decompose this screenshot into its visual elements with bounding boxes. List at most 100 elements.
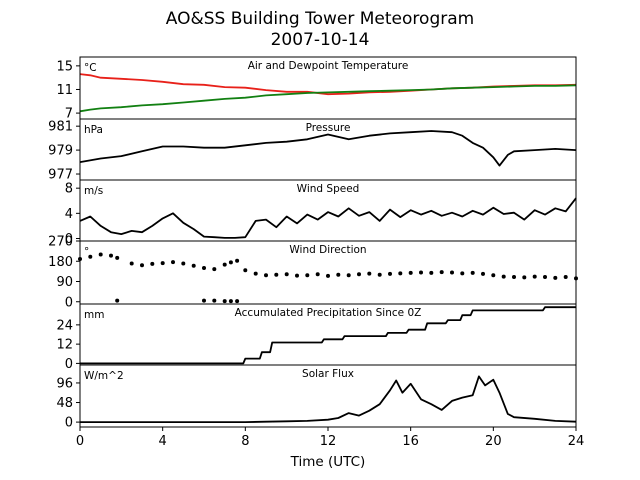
y-tick-label: 96 [56, 376, 73, 391]
y-tick-label: 48 [56, 396, 73, 411]
wind-direction-point [512, 275, 516, 279]
panel-unit-label: W/m^2 [84, 370, 124, 382]
wind-direction-point [305, 273, 310, 278]
wind-direction-point [470, 270, 475, 275]
wind-direction-point [419, 270, 423, 275]
wind-direction-point [129, 261, 134, 266]
panel-unit-label: m/s [84, 185, 103, 197]
series-line-1 [79, 73, 577, 96]
wind-direction-point [140, 263, 144, 268]
wind-direction-point [346, 273, 351, 278]
wind-direction-point [388, 271, 392, 276]
wind-direction-point [481, 271, 485, 276]
wind-direction-point [543, 275, 547, 279]
x-tick-label: 16 [402, 434, 419, 449]
wind-direction-point [460, 271, 465, 276]
wind-direction-point [429, 270, 434, 275]
y-tick-label: 90 [56, 275, 73, 290]
x-tick-label: 8 [241, 434, 249, 449]
x-tick-label: 12 [320, 434, 337, 449]
series-line-1 [80, 306, 576, 365]
x-tick-label: 24 [568, 434, 585, 449]
wind-direction-point [160, 261, 165, 266]
wind-direction-point [377, 272, 382, 277]
x-tick-label: 20 [485, 434, 502, 449]
wind-direction-point [532, 274, 537, 279]
y-tick-label: 12 [56, 338, 73, 353]
wind-direction-point [553, 275, 558, 280]
wind-direction-point [315, 272, 320, 277]
wind-direction-point [274, 272, 279, 277]
wind-direction-point [491, 273, 496, 278]
wind-direction-point [357, 272, 361, 277]
wind-direction-point [408, 270, 413, 275]
wind-direction-point [88, 254, 93, 259]
panel-2: 977 979 981 hPa Pressure [48, 118, 577, 183]
y-tick-label: 0 [65, 232, 73, 247]
y-tick-label: 981 [48, 120, 73, 135]
wind-direction-point [150, 261, 155, 266]
y-tick-label: 8 [65, 182, 73, 197]
wind-direction-point [222, 299, 227, 304]
panel-3: 0 4 8 m/s Wind Speed [65, 179, 577, 247]
wind-direction-point [326, 273, 330, 278]
y-tick-label: 270 [48, 235, 73, 250]
x-axis-label: Time (UTC) [290, 454, 366, 470]
wind-direction-point [228, 299, 233, 304]
panel-title: Air and Dewpoint Temperature [248, 60, 409, 72]
figure-title: AO&SS Building Tower Meteorogram [166, 9, 474, 29]
wind-direction-point [115, 255, 120, 260]
wind-direction-point [450, 270, 454, 275]
panel-unit-label: mm [84, 309, 104, 321]
panel-6: 0 48 96 W/m^2 Solar Flux [56, 364, 577, 431]
y-tick-label: 0 [65, 295, 73, 310]
wind-direction-point [109, 253, 113, 258]
y-tick-label: 0 [65, 357, 73, 372]
panel-unit-label: ° [84, 246, 89, 258]
y-tick-label: 180 [48, 255, 73, 270]
wind-direction-point [522, 275, 527, 280]
wind-direction-point [439, 270, 444, 275]
wind-direction-point [202, 298, 206, 303]
panel-title: Wind Direction [289, 244, 366, 256]
y-tick-label: 24 [56, 318, 73, 333]
y-tick-label: 0 [65, 416, 73, 431]
panel-unit-label: °C [84, 62, 97, 74]
wind-direction-point [398, 271, 403, 276]
wind-direction-point [235, 258, 240, 263]
panel-5: 0 12 24 mm Accumulated Precipitation Since 0… [56, 303, 577, 372]
wind-direction-point [181, 261, 186, 266]
wind-direction-point [98, 252, 103, 257]
panel-title: Accumulated Precipitation Since 0Z [235, 307, 422, 319]
wind-direction-point [222, 262, 227, 267]
wind-direction-point [115, 298, 120, 303]
panel-title: Solar Flux [302, 368, 354, 380]
y-tick-label: 4 [65, 207, 73, 222]
panel-title: Pressure [306, 122, 351, 134]
x-tick-label: 0 [76, 434, 84, 449]
panel-unit-label: hPa [84, 124, 103, 136]
wind-direction-point [501, 274, 506, 279]
wind-direction-point [563, 275, 568, 279]
panel-4: 0 90 180 270 ° Wind Direction [48, 235, 578, 310]
panel-title: Wind Speed [297, 183, 360, 195]
y-tick-label: 11 [56, 83, 73, 98]
wind-direction-point [228, 260, 233, 265]
wind-direction-point [253, 271, 258, 276]
x-axis: 0 4 8 12 16 20 24 [76, 427, 584, 449]
wind-direction-point [367, 271, 372, 276]
series-line-1 [79, 130, 577, 167]
wind-direction-point [171, 260, 175, 265]
wind-direction-point [264, 273, 268, 278]
wind-direction-point [191, 263, 196, 268]
wind-direction-point [336, 272, 341, 277]
panel-1: 7 11 15 °C Air and Dewpoint Temperature [56, 56, 577, 122]
y-tick-label: 7 [65, 107, 73, 122]
wind-direction-point [295, 273, 299, 278]
wind-direction-point [284, 272, 289, 277]
wind-direction-point [202, 266, 206, 270]
y-tick-label: 977 [48, 168, 73, 183]
wind-direction-point [212, 298, 217, 303]
